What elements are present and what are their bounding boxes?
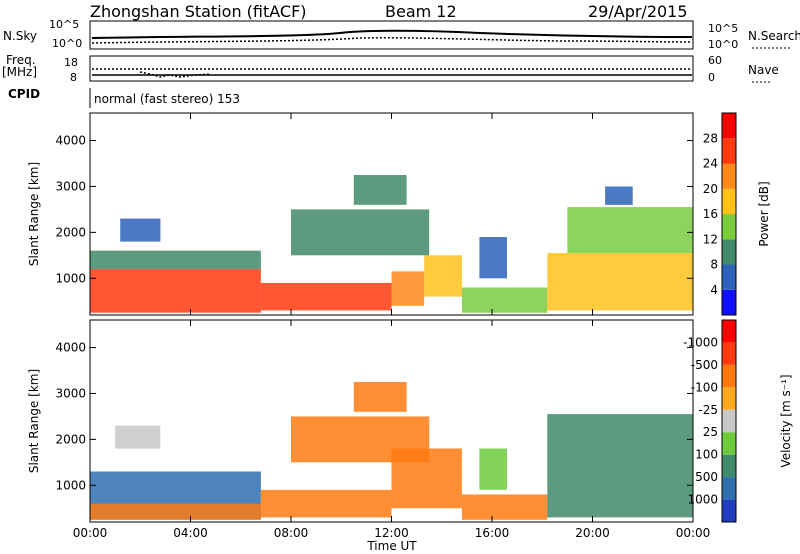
velocity-colorbar-swatch [722,387,736,409]
power-cell [567,207,693,253]
noise-right-tick-high: 10^5 [708,22,738,35]
xtick-label: 20:00 [575,526,610,540]
date-title: 29/Apr/2015 [588,2,688,21]
nave-label: Nave [748,63,779,77]
velocity-colorbar-tick: 500 [695,470,718,484]
station-title: Zhongshan Station (fitACF) [90,2,307,21]
xtick-label: 04:00 [173,526,208,540]
xtick-label: 12:00 [374,526,409,540]
power-colorbar-tick: 12 [703,232,718,246]
power-colorbar-swatch [722,164,736,189]
velocity-colorbar-tick: 1000 [687,493,718,507]
velocity-ytick-label: 2000 [55,432,86,446]
velocity-cell [354,382,407,412]
velocity-colorbar-swatch [722,432,736,454]
power-colorbar-swatch [722,214,736,239]
noise-panel-frame [90,21,693,49]
velocity-cell [291,416,429,462]
velocity-colorbar-swatch [722,320,736,342]
freq-tick-high: 18 [64,56,78,69]
noise-search-line [92,38,692,43]
velocity-colorbar-swatch [722,365,736,387]
power-cell [547,253,693,310]
power-cell [424,255,462,296]
power-cell [605,187,633,205]
power-cell [261,283,392,311]
xtick-label: 00:00 [676,526,711,540]
velocity-ytick-label: 3000 [55,386,86,400]
xaxis-label: Time UT [366,539,417,553]
velocity-ytick-label: 1000 [55,478,86,492]
velocity-colorbar-tick: -1000 [683,335,718,349]
velocity-colorbar-label: Velocity [m s⁻¹] [779,374,793,467]
velocity-colorbar-tick: -100 [691,380,718,394]
power-cell [354,175,407,205]
velocity-colorbar-tick: -500 [691,358,718,372]
velocity-colorbar-swatch [722,342,736,364]
velocity-cell [462,495,547,520]
noise-sky-line [92,31,692,38]
velocity-cell [261,490,392,518]
velocity-marks [90,382,693,520]
freq-tick-low: 8 [70,71,77,84]
power-colorbar-label: Power [dB] [757,181,771,246]
power-colorbar-tick: 8 [710,258,718,272]
cpid-value: normal (fast stereo) 153 [94,92,240,106]
power-cell [291,209,429,255]
noise-right-label: N.Search [748,29,800,43]
power-colorbar-swatch [722,138,736,163]
power-colorbar-tick: 16 [703,207,718,221]
freq-label-line2: [MHz] [2,65,37,79]
noise-right-tick-low: 10^0 [708,38,738,51]
velocity-ylabel: Slant Range [km] [27,369,41,473]
power-colorbar-swatch [722,290,736,315]
power-ytick-label: 2000 [55,225,86,239]
xtick-label: 16:00 [475,526,510,540]
power-colorbar-tick: 20 [703,182,718,196]
cpid-label: CPID [8,87,40,101]
velocity-colorbar-tick: 25 [703,425,718,439]
noise-left-tick-high: 10^5 [49,18,79,31]
power-colorbar-swatch [722,265,736,290]
noise-left-tick-low: 10^0 [52,37,82,50]
power-ytick-label: 1000 [55,271,86,285]
power-marks [90,175,693,313]
power-cell [479,237,507,278]
velocity-cell [90,504,261,520]
power-ytick-label: 4000 [55,134,86,148]
power-colorbar-tick: 28 [703,131,718,145]
power-colorbar: 4 8 12 16 20 24 28 [703,113,736,315]
power-cell [392,271,425,305]
velocity-ytick-label: 4000 [55,341,86,355]
power-colorbar-tick: 24 [703,157,718,171]
power-cell [120,219,160,242]
velocity-colorbar-swatch [722,477,736,499]
power-colorbar-swatch [722,189,736,214]
power-colorbar-tick: 4 [710,283,718,297]
power-ytick-label: 3000 [55,179,86,193]
xtick-label: 08:00 [274,526,309,540]
velocity-colorbar-swatch [722,500,736,522]
power-cell [462,288,547,313]
power-cell [90,251,261,269]
power-cell [90,269,261,313]
velocity-colorbar-tick: -25 [698,403,718,417]
power-colorbar-swatch [722,239,736,264]
velocity-colorbar-tick: 100 [695,448,718,462]
velocity-colorbar-swatch [722,410,736,432]
power-colorbar-swatch [722,113,736,138]
power-ylabel: Slant Range [km] [27,162,41,266]
velocity-cell [115,426,160,449]
velocity-cell [547,414,693,517]
nave-tick-high: 60 [708,54,722,67]
nave-tick-low: 0 [708,71,715,84]
velocity-cell [479,449,507,490]
noise-left-label: N.Sky [3,29,37,43]
velocity-colorbar-swatch [722,455,736,477]
xtick-label: 00:00 [73,526,108,540]
beam-title: Beam 12 [385,2,457,21]
